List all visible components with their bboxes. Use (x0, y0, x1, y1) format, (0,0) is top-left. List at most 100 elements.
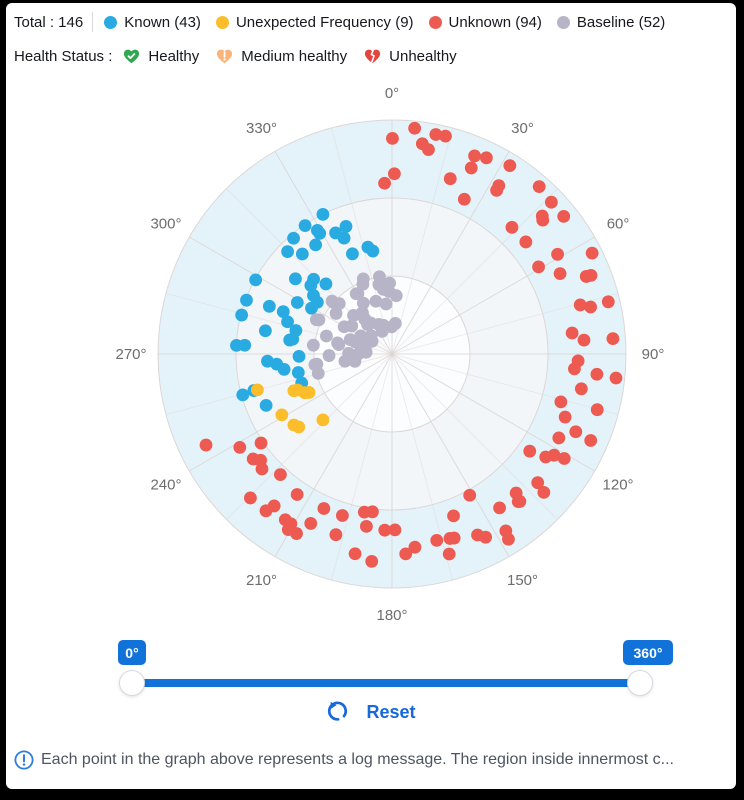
legend-item-unknown[interactable]: Unknown (94) (428, 14, 542, 31)
scatter-point-unknown[interactable] (519, 235, 533, 249)
scatter-point-unknown[interactable] (317, 502, 331, 515)
scatter-point-baseline[interactable] (369, 294, 383, 308)
scatter-point-unknown[interactable] (259, 504, 273, 518)
scatter-point-unknown[interactable] (388, 523, 402, 537)
scatter-point-unknown[interactable] (568, 362, 581, 376)
scatter-point-known[interactable] (319, 277, 333, 291)
scatter-point-unknown[interactable] (430, 533, 444, 547)
scatter-point-baseline[interactable] (364, 329, 378, 343)
scatter-point-unknown[interactable] (499, 524, 513, 538)
scatter-point-unknown[interactable] (574, 382, 588, 396)
scatter-point-known[interactable] (281, 245, 294, 259)
scatter-point-unexpected-frequency[interactable] (291, 383, 305, 397)
scatter-point-baseline[interactable] (355, 306, 369, 320)
scatter-point-baseline[interactable] (329, 307, 343, 320)
scatter-point-known[interactable] (259, 398, 273, 412)
legend-item-known[interactable]: Known (43) (104, 14, 201, 31)
legend-item-baseline[interactable]: Baseline (52) (556, 14, 665, 31)
scatter-point-unknown[interactable] (532, 180, 546, 194)
scatter-point-baseline[interactable] (343, 333, 357, 347)
angle-range-slider-track[interactable] (132, 679, 640, 687)
scatter-point-known[interactable] (287, 231, 300, 245)
scatter-point-unknown[interactable] (585, 246, 599, 260)
scatter-point-known[interactable] (281, 315, 294, 329)
scatter-point-known[interactable] (339, 220, 353, 233)
scatter-point-known[interactable] (270, 357, 284, 371)
scatter-point-known[interactable] (289, 324, 303, 337)
scatter-point-unknown[interactable] (348, 547, 362, 561)
scatter-point-unexpected-frequency[interactable] (302, 386, 316, 399)
reset-button[interactable]: Reset (6, 697, 736, 727)
scatter-point-known[interactable] (276, 305, 290, 319)
scatter-point-known[interactable] (240, 293, 253, 307)
scatter-point-unknown[interactable] (278, 513, 292, 527)
scatter-point-known[interactable] (230, 338, 243, 352)
scatter-point-unknown[interactable] (388, 167, 401, 181)
scatter-point-unknown[interactable] (468, 149, 481, 163)
scatter-point-unknown[interactable] (490, 183, 504, 197)
scatter-point-baseline[interactable] (373, 270, 386, 284)
scatter-point-unknown[interactable] (590, 367, 604, 381)
scatter-point-unknown[interactable] (544, 195, 558, 209)
scatter-point-unknown[interactable] (199, 438, 213, 452)
scatter-point-unknown[interactable] (606, 332, 620, 346)
scatter-point-baseline[interactable] (356, 272, 370, 286)
scatter-point-unknown[interactable] (539, 450, 553, 464)
scatter-point-unknown[interactable] (493, 501, 506, 515)
scatter-point-unknown[interactable] (479, 151, 493, 165)
scatter-point-baseline[interactable] (388, 317, 402, 330)
slider-handle-max[interactable] (627, 670, 653, 696)
scatter-point-baseline[interactable] (322, 349, 336, 362)
scatter-point-unknown[interactable] (274, 468, 287, 481)
scatter-point-unknown[interactable] (246, 452, 260, 466)
scatter-point-unknown[interactable] (464, 161, 478, 175)
scatter-point-unknown[interactable] (558, 410, 572, 424)
scatter-point-unknown[interactable] (359, 519, 373, 533)
scatter-point-known[interactable] (291, 366, 305, 379)
scatter-point-known[interactable] (309, 238, 323, 252)
scatter-point-unknown[interactable] (244, 491, 257, 505)
scatter-point-known[interactable] (329, 226, 342, 240)
scatter-point-unknown[interactable] (443, 172, 457, 186)
scatter-point-unknown[interactable] (254, 436, 268, 450)
scatter-point-baseline[interactable] (345, 319, 359, 333)
scatter-point-unknown[interactable] (551, 247, 564, 261)
scatter-point-unknown[interactable] (554, 395, 568, 409)
scatter-point-unknown[interactable] (471, 528, 484, 542)
scatter-point-unknown[interactable] (553, 267, 567, 281)
scatter-point-unknown[interactable] (447, 509, 460, 523)
scatter-point-known[interactable] (289, 272, 302, 286)
scatter-point-unknown[interactable] (378, 176, 391, 190)
scatter-point-baseline[interactable] (356, 296, 370, 310)
slider-handle-min[interactable] (119, 670, 145, 696)
scatter-point-unexpected-frequency[interactable] (316, 413, 330, 427)
scatter-point-unknown[interactable] (609, 371, 623, 385)
scatter-point-known[interactable] (235, 308, 249, 322)
scatter-point-unknown[interactable] (584, 434, 598, 447)
scatter-point-baseline[interactable] (306, 338, 320, 352)
scatter-point-unknown[interactable] (505, 220, 519, 234)
scatter-point-unknown[interactable] (557, 210, 571, 223)
scatter-point-unexpected-frequency[interactable] (275, 408, 289, 422)
scatter-point-unknown[interactable] (579, 270, 593, 283)
scatter-point-known[interactable] (366, 244, 380, 258)
scatter-point-unknown[interactable] (537, 485, 551, 499)
scatter-point-baseline[interactable] (389, 289, 403, 303)
scatter-point-baseline[interactable] (383, 276, 397, 290)
scatter-point-known[interactable] (292, 349, 306, 363)
scatter-point-unknown[interactable] (399, 547, 413, 561)
scatter-point-unknown[interactable] (329, 528, 343, 542)
legend-item-unexpected[interactable]: Unexpected Frequency (9) (215, 14, 414, 31)
scatter-point-baseline[interactable] (332, 297, 346, 311)
scatter-point-unknown[interactable] (378, 523, 392, 537)
scatter-point-unknown[interactable] (532, 260, 545, 274)
scatter-point-unknown[interactable] (304, 517, 318, 530)
scatter-point-unknown[interactable] (511, 495, 525, 509)
scatter-point-unknown[interactable] (573, 298, 587, 312)
scatter-point-unknown[interactable] (422, 143, 435, 156)
scatter-point-unknown[interactable] (429, 128, 443, 141)
scatter-point-known[interactable] (298, 219, 312, 233)
scatter-point-unknown[interactable] (569, 425, 583, 439)
scatter-point-known[interactable] (346, 247, 359, 261)
scatter-point-unknown[interactable] (601, 295, 615, 309)
